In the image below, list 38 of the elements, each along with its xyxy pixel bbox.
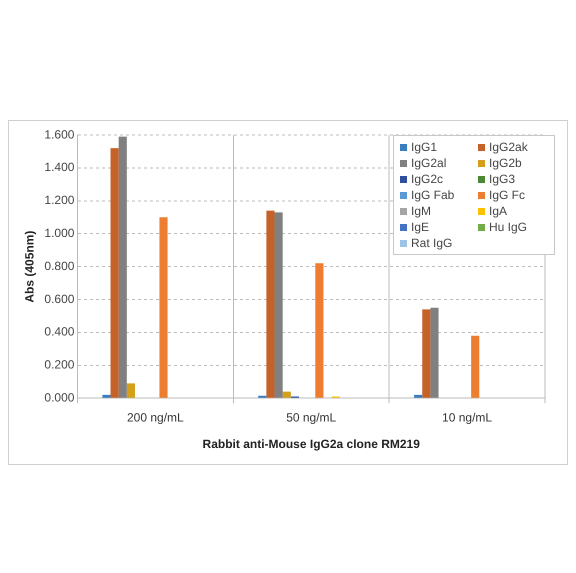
bar xyxy=(118,136,127,398)
legend-label: IgE xyxy=(411,220,430,234)
bar xyxy=(422,309,430,398)
bar xyxy=(430,308,439,398)
y-tick-label: 1.200 xyxy=(44,193,75,208)
legend-label: IgG2c xyxy=(411,172,444,186)
legend-label: IgG1 xyxy=(411,140,438,154)
y-tick-label: 1.400 xyxy=(44,160,75,174)
y-tick-label: 0.000 xyxy=(44,390,75,405)
y-tick-label: 1.000 xyxy=(44,226,75,240)
y-tick-label: 0.800 xyxy=(44,258,75,273)
legend-label: IgG2ak xyxy=(489,140,528,154)
bar xyxy=(282,392,291,398)
legend-label: Rat IgG xyxy=(411,236,452,250)
legend-label: IgG2al xyxy=(411,156,446,170)
x-tick-label: 200 ng/mL xyxy=(127,410,184,425)
bar xyxy=(110,148,119,398)
x-tick-label: 10 ng/mL xyxy=(442,410,492,425)
bar xyxy=(159,217,168,398)
y-tick-label: 0.200 xyxy=(44,358,75,372)
bar xyxy=(126,383,135,398)
y-axis-title: Abs (405nm) xyxy=(22,230,37,303)
y-tick-label: 0.400 xyxy=(44,324,75,339)
x-axis-title: Rabbit anti-Mouse IgG2a clone RM219 xyxy=(202,437,420,452)
bar xyxy=(266,210,275,398)
legend-label: Hu IgG xyxy=(489,220,528,234)
legend-label: IgA xyxy=(489,204,508,218)
bar xyxy=(471,336,480,398)
bar xyxy=(315,263,324,398)
y-tick-label: 0.600 xyxy=(44,292,75,306)
legend-label: IgG Fc xyxy=(489,188,526,202)
y-tick-label: 1.600 xyxy=(44,127,75,142)
x-tick-label: 50 ng/mL xyxy=(286,410,337,425)
bar xyxy=(274,212,283,398)
legend-label: IgG2b xyxy=(489,156,522,170)
legend-label: IgM xyxy=(411,204,432,218)
legend-label: IgG3 xyxy=(489,172,516,186)
legend-label: IgG Fab xyxy=(411,188,454,202)
